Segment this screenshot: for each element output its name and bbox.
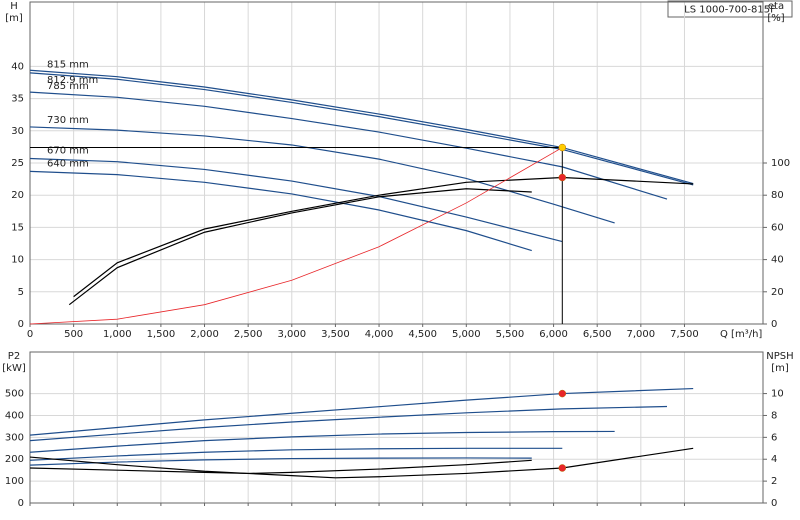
- curve: [29, 457, 532, 466]
- y2-tick-label: 2: [771, 476, 777, 487]
- y-tick-label: 500: [5, 389, 24, 400]
- curve-label: 670 mm: [47, 145, 89, 156]
- x-tick-label: 1,000: [103, 329, 132, 340]
- curve: [29, 69, 694, 185]
- curve-label: 785 mm: [47, 81, 89, 92]
- x-tick-label: 0: [27, 329, 33, 340]
- x-tick-label: 1,500: [147, 329, 176, 340]
- curve: [29, 387, 694, 436]
- y-axis-unit: [m]: [5, 13, 23, 24]
- y2-tick-label: 100: [771, 158, 790, 169]
- x-tick-label: 3,000: [277, 329, 306, 340]
- y2-tick-label: 10: [771, 389, 784, 400]
- y-tick-label: 100: [5, 476, 24, 487]
- y-tick-label: 0: [18, 498, 24, 509]
- y2-tick-label: 80: [771, 190, 784, 201]
- y2-tick-label: 8: [771, 410, 777, 421]
- x-tick-label: 3,500: [321, 329, 350, 340]
- x-tick-label: 7,000: [627, 329, 656, 340]
- y2-tick-label: 60: [771, 222, 784, 233]
- curve-label: 640 mm: [47, 158, 89, 169]
- y-tick-label: 200: [5, 454, 24, 465]
- y-tick-label: 20: [11, 190, 24, 201]
- operating-point: [558, 464, 567, 472]
- curve: [29, 147, 563, 325]
- x-tick-label: 4,000: [365, 329, 394, 340]
- curve: [29, 72, 694, 186]
- x-tick-label: 5,500: [496, 329, 525, 340]
- curve: [29, 447, 563, 461]
- curve: [29, 430, 615, 453]
- curve: [29, 91, 668, 200]
- curve: [29, 405, 668, 442]
- curve: [29, 126, 615, 224]
- x-tick-label: 7,500: [670, 329, 699, 340]
- curve: [73, 176, 694, 298]
- curve-label: 815 mm: [47, 59, 89, 70]
- y2-tick-label: 6: [771, 432, 777, 443]
- y2-axis-unit: [m]: [771, 363, 789, 374]
- operating-point: [558, 143, 567, 152]
- y2-axis-unit: [%]: [767, 13, 784, 24]
- y-tick-label: 5: [18, 287, 24, 298]
- x-tick-label: 6,500: [583, 329, 612, 340]
- x-tick-label: 4,500: [408, 329, 437, 340]
- curve: [29, 157, 563, 243]
- plot-frame: [29, 351, 764, 504]
- y-tick-label: 15: [11, 222, 24, 233]
- title-box: [667, 0, 793, 18]
- y-tick-label: 25: [11, 158, 24, 169]
- y-axis-unit: [kW]: [2, 363, 26, 374]
- x-axis-label: Q [m³/h]: [720, 329, 762, 340]
- operating-point: [558, 389, 567, 398]
- y2-axis-label: eta: [768, 1, 784, 12]
- x-tick-label: 5,000: [452, 329, 481, 340]
- x-tick-label: 2,000: [190, 329, 219, 340]
- y-axis-label: H: [10, 1, 18, 12]
- y2-axis-label: NPSH: [766, 351, 793, 362]
- y-tick-label: 40: [11, 61, 24, 72]
- curve-label: 812.9 mm: [47, 75, 98, 86]
- y2-tick-label: 40: [771, 255, 784, 266]
- plot-frame: [29, 1, 764, 325]
- y-axis-label: P2: [8, 351, 20, 362]
- y-tick-label: 30: [11, 126, 24, 137]
- y2-tick-label: 0: [771, 498, 777, 509]
- operating-point: [558, 173, 567, 182]
- y2-tick-label: 4: [771, 454, 777, 465]
- curve: [29, 447, 694, 479]
- x-tick-label: 2,500: [234, 329, 263, 340]
- y-tick-label: 300: [5, 432, 24, 443]
- y-tick-label: 0: [18, 319, 24, 330]
- curve: [29, 170, 532, 252]
- y2-tick-label: 0: [771, 319, 777, 330]
- curve: [29, 459, 532, 475]
- y-tick-label: 400: [5, 410, 24, 421]
- y2-tick-label: 20: [771, 287, 784, 298]
- curve-label: 730 mm: [47, 115, 89, 126]
- x-tick-label: 6,000: [539, 329, 568, 340]
- y-tick-label: 10: [11, 255, 24, 266]
- x-tick-label: 500: [64, 329, 83, 340]
- curve: [68, 188, 532, 306]
- chart-title: LS 1000-700-815F: [684, 5, 776, 16]
- y-tick-label: 35: [11, 94, 24, 105]
